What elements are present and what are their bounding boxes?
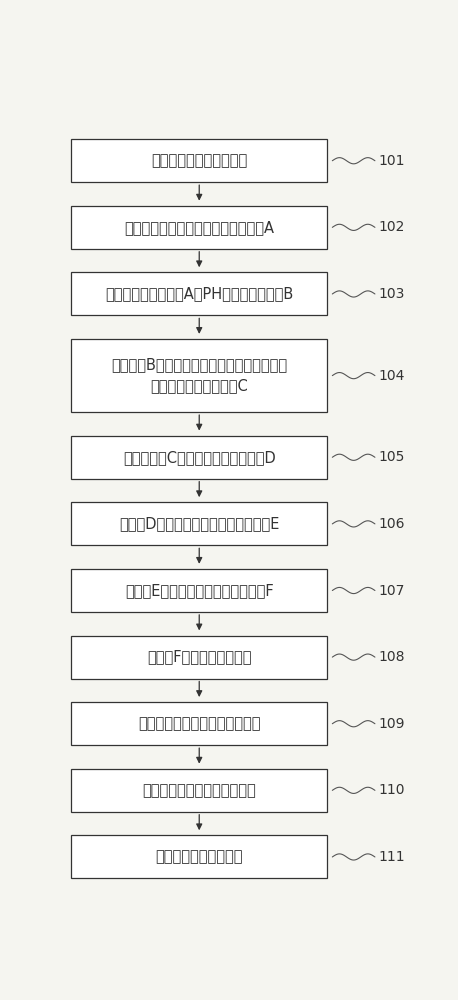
Text: 向溶解液B中加入复合蛋白酶，在相同温度下
静置水解，得到溶解液C: 向溶解液B中加入复合蛋白酶，在相同温度下 静置水解，得到溶解液C — [111, 358, 287, 394]
Text: 将小麦粉与水混合溶解，得到溶解液A: 将小麦粉与水混合溶解，得到溶解液A — [124, 220, 274, 235]
Bar — [71, 339, 327, 412]
Text: 111: 111 — [378, 850, 405, 864]
Text: 虹吸溶解液C的上层清液，得到溶液D: 虹吸溶解液C的上层清液，得到溶液D — [123, 450, 276, 465]
Bar — [71, 272, 327, 315]
Bar — [71, 769, 327, 812]
Text: 将小麦粉碎，得到小麦粉: 将小麦粉碎，得到小麦粉 — [151, 153, 247, 168]
Bar — [71, 569, 327, 612]
Bar — [71, 502, 327, 545]
Text: 101: 101 — [378, 154, 405, 168]
Text: 108: 108 — [378, 650, 405, 664]
Text: 102: 102 — [378, 220, 405, 234]
Text: 样品抜检包装得到成品: 样品抜检包装得到成品 — [155, 849, 243, 864]
Text: 加热同时调节溶解液A的PH値，得到溶解液B: 加热同时调节溶解液A的PH値，得到溶解液B — [105, 286, 294, 301]
Bar — [71, 206, 327, 249]
Bar — [71, 835, 327, 878]
Text: 将超滤液真空浓缩，得到浓缩液: 将超滤液真空浓缩，得到浓缩液 — [138, 716, 261, 731]
Text: 将溶液E进行沉淠和精滤，得到溶液F: 将溶液E进行沉淠和精滤，得到溶液F — [125, 583, 273, 598]
Text: 104: 104 — [378, 369, 405, 383]
Bar — [71, 636, 327, 679]
Text: 110: 110 — [378, 783, 405, 797]
Bar — [71, 702, 327, 745]
Text: 107: 107 — [378, 584, 405, 598]
Text: 106: 106 — [378, 517, 405, 531]
Text: 将浓缩液喷雾干燥，得到样品: 将浓缩液喷雾干燥，得到样品 — [142, 783, 256, 798]
Bar — [71, 139, 327, 182]
Bar — [71, 436, 327, 479]
Text: 109: 109 — [378, 717, 405, 731]
Text: 将溶液D进行机械保压过滤，得到溶液E: 将溶液D进行机械保压过滤，得到溶液E — [119, 516, 279, 531]
Text: 将溶液F超滤，得到超滤液: 将溶液F超滤，得到超滤液 — [147, 650, 251, 665]
Text: 103: 103 — [378, 287, 405, 301]
Text: 105: 105 — [378, 450, 405, 464]
